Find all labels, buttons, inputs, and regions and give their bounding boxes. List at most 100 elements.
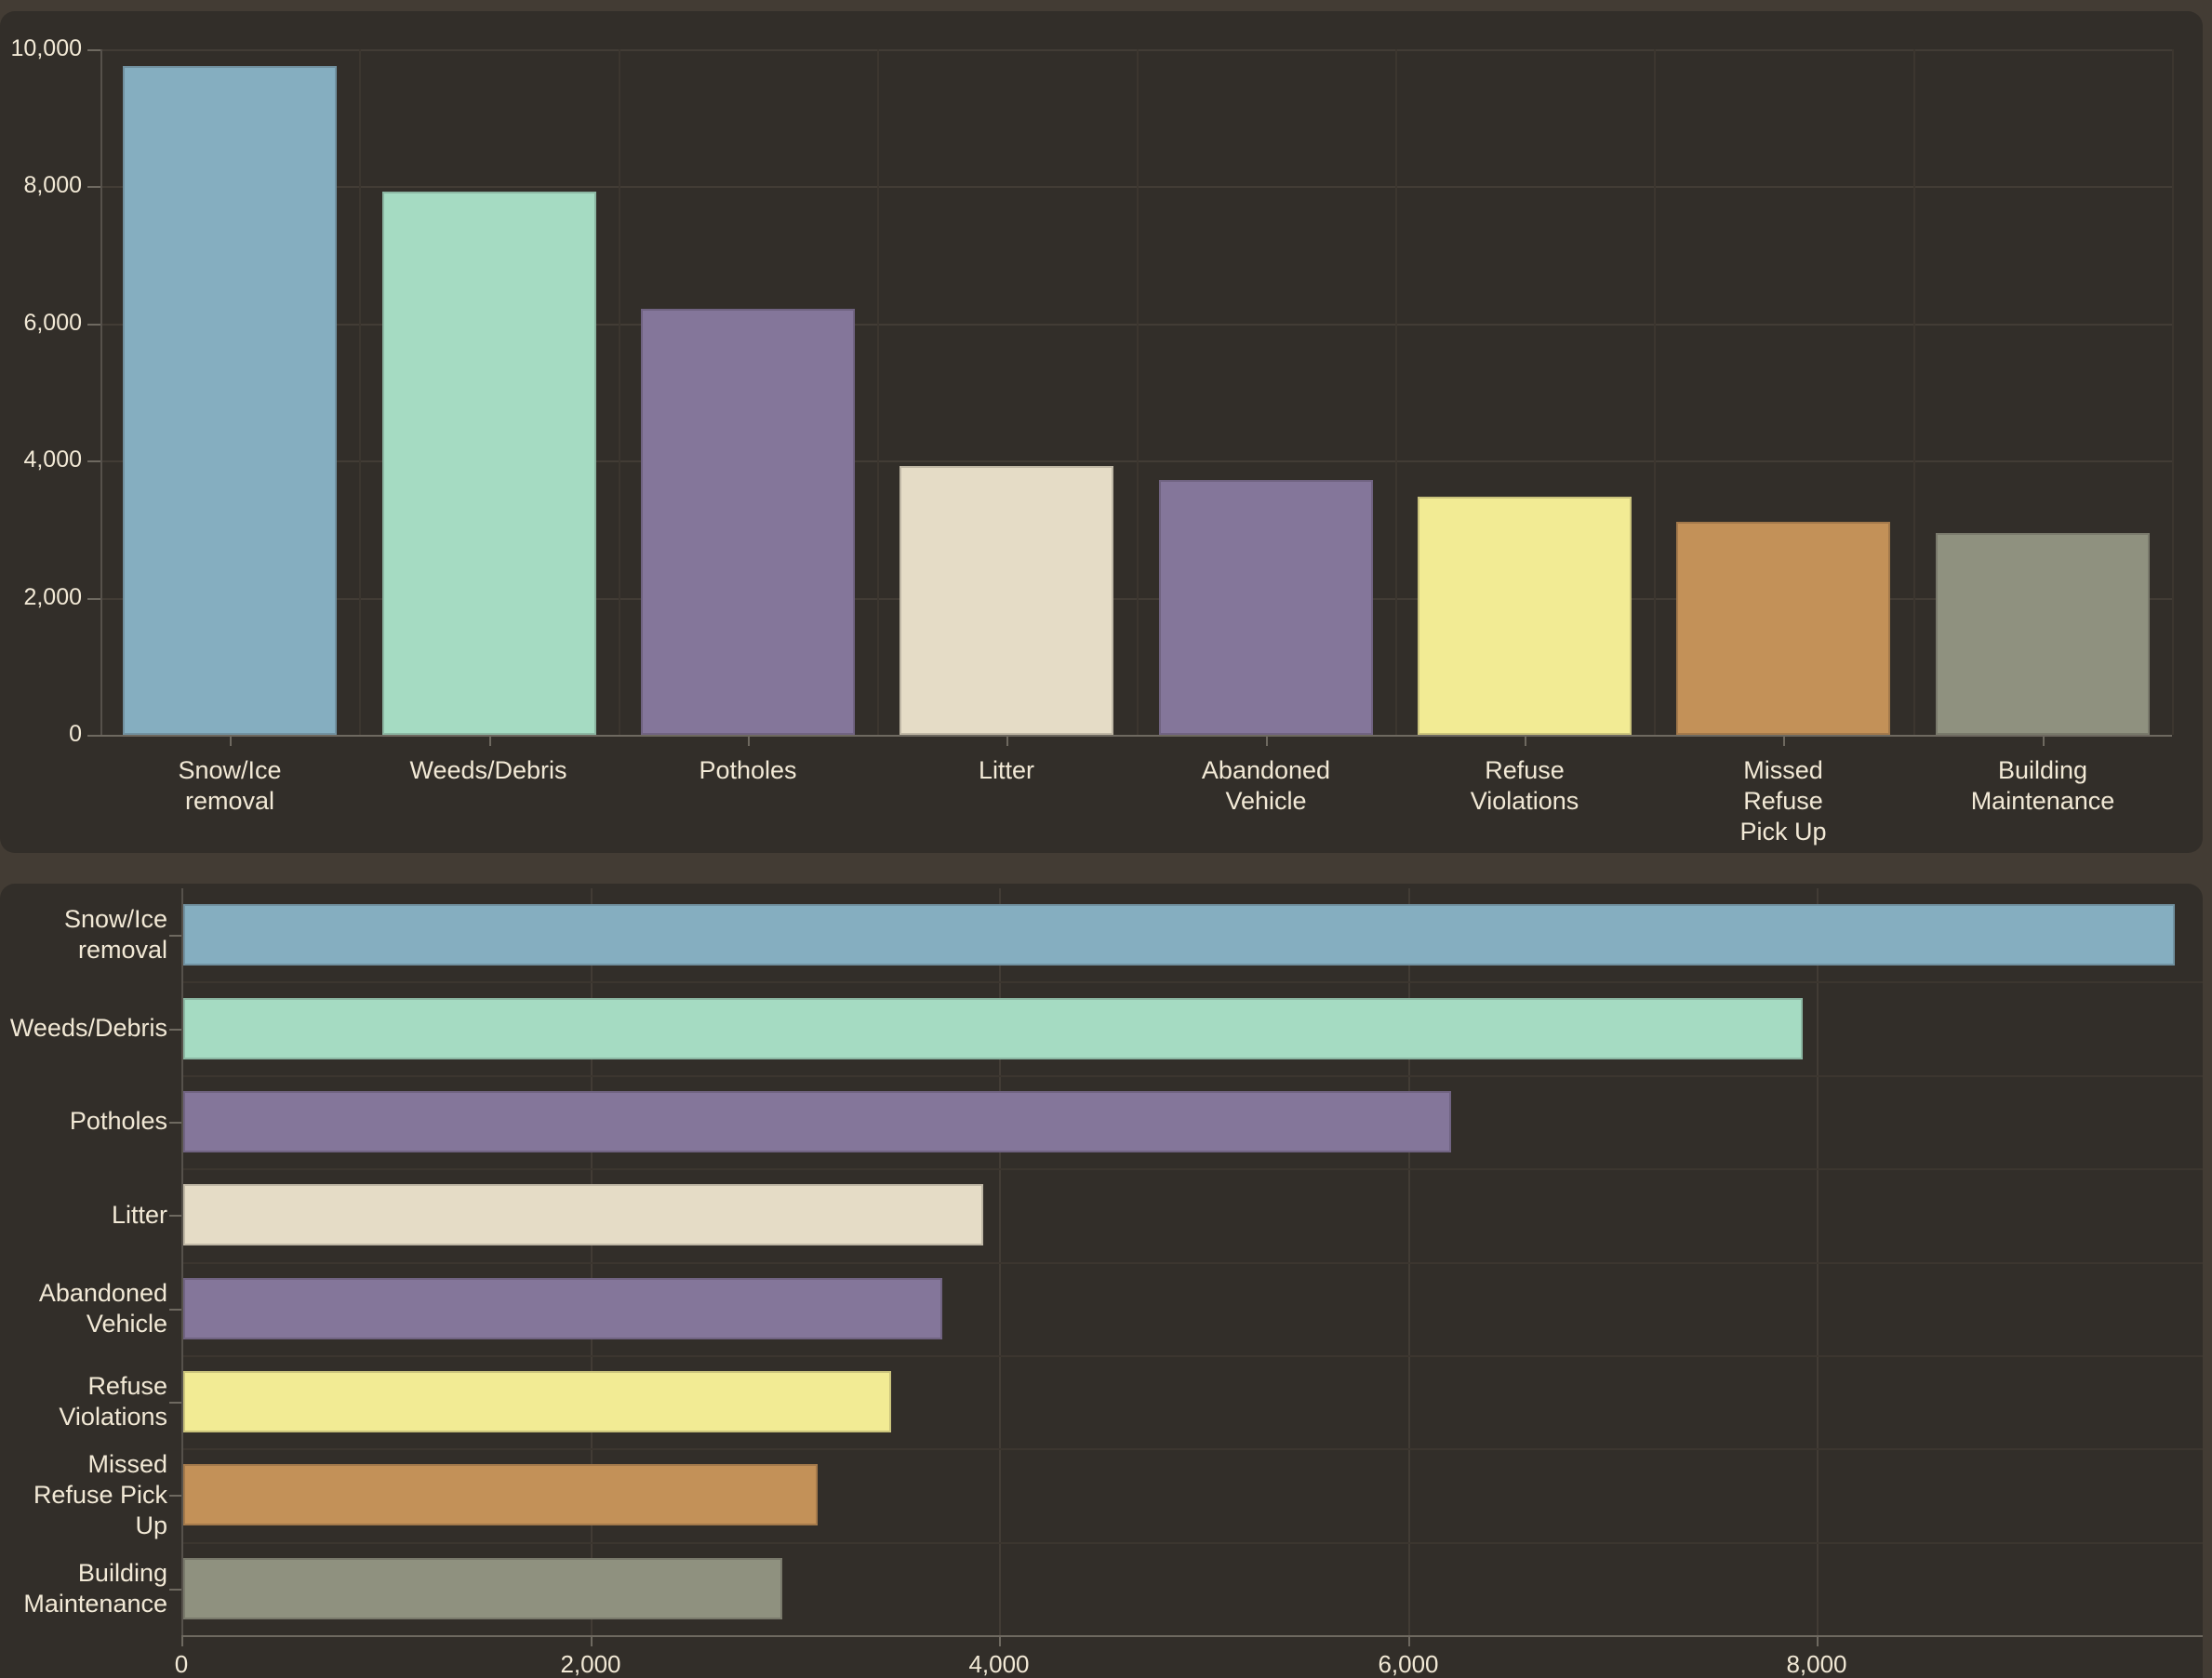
category-label-snow-ice-removal: Snow/Ice removal (100, 755, 359, 817)
category-label-refuse-violations: Refuse Violations (1395, 755, 1654, 817)
y-axis-tick (169, 1309, 181, 1311)
gridline (181, 981, 2203, 983)
category-label-line: Maintenance (23, 1590, 167, 1618)
category-label-line: Potholes (699, 756, 797, 784)
y-axis-tick (87, 186, 100, 188)
y-axis-tick-label: 2,000 (23, 584, 82, 610)
gridline (100, 324, 2172, 326)
category-label-potholes: Potholes (0, 1106, 167, 1137)
bar-building-maintenance[interactable] (183, 1558, 782, 1619)
y-axis-tick-label: 6,000 (23, 310, 82, 336)
category-label-line: Refuse (1743, 787, 1823, 815)
gridline (181, 1542, 2203, 1544)
y-axis-line (100, 49, 102, 735)
category-label-weeds-debris: Weeds/Debris (359, 755, 618, 786)
x-axis-tick-label: 0 (174, 1650, 189, 1678)
category-label-potholes: Potholes (619, 755, 877, 786)
x-axis-tick (591, 1637, 593, 1646)
category-label-snow-ice-removal: Snow/Ice removal (0, 904, 167, 966)
category-label-abandoned-vehicle: Abandoned Vehicle (1137, 755, 1395, 817)
bar-snow-ice-removal[interactable] (183, 904, 2175, 966)
bar-missed-refuse-pick-up[interactable] (183, 1464, 818, 1525)
bar-refuse-violations[interactable] (183, 1371, 891, 1432)
gridline (100, 49, 2172, 51)
category-label-abandoned-vehicle: Abandoned Vehicle (0, 1278, 167, 1339)
y-axis-tick (169, 1122, 181, 1124)
category-label-line: Abandoned (1201, 756, 1331, 784)
y-axis-tick-label: 10,000 (10, 35, 82, 61)
gridline (181, 1075, 2203, 1077)
gridline (1913, 49, 1915, 735)
gridline (2172, 49, 2174, 735)
gridline (591, 888, 593, 1635)
bar-snow-ice-removal[interactable] (123, 66, 337, 735)
x-axis-tick (1525, 737, 1526, 746)
category-label-line: Building (1997, 756, 2088, 784)
bar-litter[interactable] (183, 1184, 983, 1245)
x-axis-line (181, 1635, 2203, 1637)
category-label-line: Litter (111, 1201, 167, 1229)
category-label-line: Violations (1470, 787, 1579, 815)
x-axis-tick-label: 8,000 (1786, 1650, 1847, 1678)
y-axis-tick (169, 1589, 181, 1591)
category-label-line: Weeds/Debris (9, 1014, 167, 1042)
y-axis-tick (87, 460, 100, 462)
gridline (1654, 49, 1656, 735)
x-axis-tick (1266, 737, 1268, 746)
y-axis-tick (87, 598, 100, 600)
y-axis-tick (87, 49, 100, 51)
bar-building-maintenance[interactable] (1936, 533, 2150, 735)
category-label-line: Weeds/Debris (409, 756, 567, 784)
category-label-line: Snow/Ice (178, 756, 282, 784)
gridline (1817, 888, 1819, 1635)
y-axis-line (181, 888, 183, 1635)
bar-potholes[interactable] (641, 309, 855, 735)
category-label-line: removal (77, 936, 167, 964)
category-label-litter: Litter (877, 755, 1136, 786)
category-label-line: Refuse (87, 1372, 167, 1400)
x-axis-tick (748, 737, 750, 746)
bar-refuse-violations[interactable] (1418, 497, 1632, 735)
gridline (100, 460, 2172, 462)
gridline (619, 49, 620, 735)
bar-missed-refuse-pick-up[interactable] (1676, 522, 1890, 735)
x-axis-tick (230, 737, 232, 746)
x-axis-tick (1006, 737, 1008, 746)
y-axis-tick (169, 1215, 181, 1217)
category-label-line: Pick Up (1739, 818, 1827, 846)
bar-weeds-debris[interactable] (382, 192, 596, 735)
bar-potholes[interactable] (183, 1091, 1451, 1152)
category-label-line: Refuse (1485, 756, 1565, 784)
category-label-line: Vehicle (86, 1310, 167, 1338)
category-label-line: Up (135, 1512, 167, 1539)
category-label-line: Litter (978, 756, 1035, 784)
category-label-line: Snow/Ice (63, 905, 167, 933)
gridline (877, 49, 879, 735)
y-axis-tick-label: 4,000 (23, 446, 82, 473)
gridline (1137, 49, 1139, 735)
x-axis-tick (999, 1637, 1001, 1646)
category-label-weeds-debris: Weeds/Debris (0, 1013, 167, 1044)
y-axis-tick-label: 0 (69, 721, 82, 747)
category-label-line: Refuse Pick (33, 1481, 167, 1509)
x-axis-line (87, 735, 2172, 737)
x-axis-tick (1783, 737, 1785, 746)
gridline (999, 888, 1001, 1635)
bar-abandoned-vehicle[interactable] (183, 1278, 942, 1339)
category-label-line: Missed (1743, 756, 1823, 784)
category-label-refuse-violations: Refuse Violations (0, 1371, 167, 1432)
gridline (100, 186, 2172, 188)
bar-weeds-debris[interactable] (183, 998, 1803, 1059)
bar-litter[interactable] (899, 466, 1113, 735)
gridline (181, 1448, 2203, 1450)
gridline (1408, 888, 1410, 1635)
category-label-missed-refuse-pick-up: Missed Refuse Pick Up (0, 1449, 167, 1541)
x-axis-tick (1408, 1637, 1410, 1646)
x-axis-tick-label: 2,000 (560, 1650, 621, 1678)
category-label-litter: Litter (0, 1200, 167, 1231)
x-axis-tick-label: 6,000 (1378, 1650, 1439, 1678)
bar-abandoned-vehicle[interactable] (1159, 480, 1373, 735)
y-axis-tick (169, 935, 181, 937)
y-axis-tick (87, 324, 100, 326)
